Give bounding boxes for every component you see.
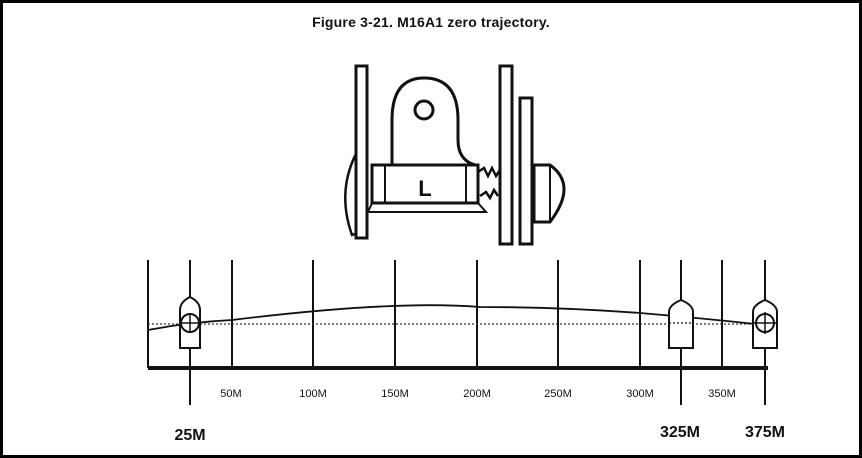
sight-spring	[477, 165, 502, 201]
zero-point-labels: 25M 325M 375M	[174, 424, 785, 444]
target-325m	[668, 298, 694, 349]
sight-letter: L	[418, 176, 431, 201]
range-tick-labels: 50M 100M 150M 200M 250M 300M 350M	[220, 388, 735, 400]
zero-label-375m: 375M	[745, 424, 785, 441]
zero-label-325m: 325M	[660, 424, 700, 441]
tick-150m: 150M	[381, 388, 409, 400]
figure-title: Figure 3-21. M16A1 zero trajectory.	[312, 14, 550, 30]
sight-drum	[370, 163, 480, 205]
target-25m	[179, 295, 201, 349]
zero-label-25m: 25M	[174, 427, 205, 444]
tick-350m: 350M	[708, 388, 736, 400]
aperture-plate	[390, 76, 476, 167]
right-plate	[498, 64, 514, 246]
rear-sight-illustration	[344, 64, 566, 246]
aperture-hole	[413, 99, 435, 121]
tick-100m: 100M	[299, 388, 327, 400]
tick-300m: 300M	[626, 388, 654, 400]
tick-200m: 200M	[463, 388, 491, 400]
left-plate	[354, 64, 369, 240]
target-375m	[752, 298, 778, 349]
tick-250m: 250M	[544, 388, 572, 400]
windage-plate	[518, 96, 534, 246]
tick-50m: 50M	[220, 388, 241, 400]
